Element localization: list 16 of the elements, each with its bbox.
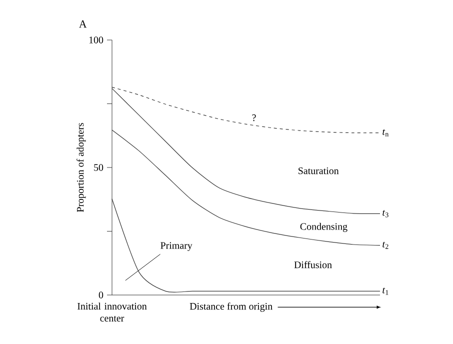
series-label: t$_{n}$ [382,129,389,136]
series-label: t$_{3}$ [382,210,388,218]
y-tick-label: 0 [98,292,104,298]
annotation: ? [252,114,256,122]
annotation: Primary [160,242,192,251]
annotation: Diffusion [294,261,332,268]
y-tick-label: 50 [94,164,104,171]
text: Initial innovation center [78,302,147,322]
y-tick-label: 100 [89,36,104,44]
annotation: Condensing [300,222,348,232]
series-label: t$_{2}$ [382,242,388,249]
x-axis-title: Distance from origin [190,302,272,312]
annotation: Saturation [298,167,339,174]
series-label: t$_{1}$ [382,288,388,295]
chart-title: A [79,20,87,28]
y-axis-title: Proportion of adopters [76,123,86,212]
